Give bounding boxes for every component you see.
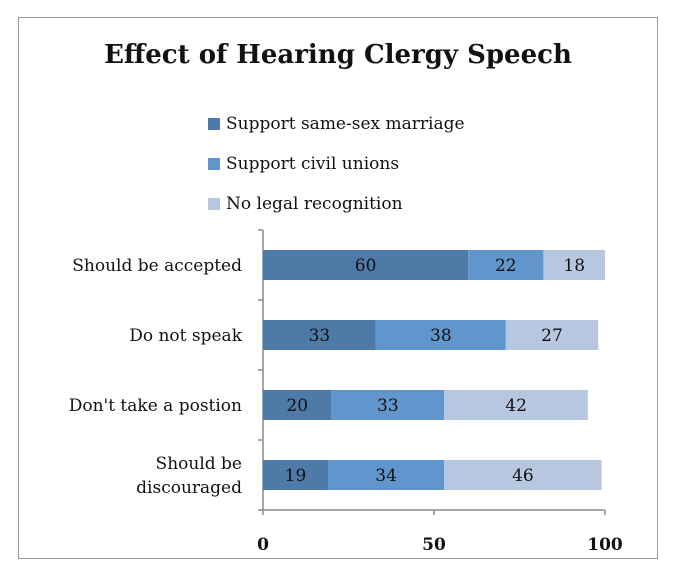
data-label: 33 xyxy=(377,396,399,416)
data-label: 33 xyxy=(309,326,331,346)
x-tick-label: 0 xyxy=(257,535,269,555)
bar-segment xyxy=(543,250,605,280)
legend-swatch xyxy=(208,158,220,170)
x-tick-label: 50 xyxy=(422,535,446,555)
chart-title: Effect of Hearing Clergy Speech xyxy=(104,40,572,70)
data-label: 19 xyxy=(285,466,307,486)
bar-segment xyxy=(263,390,332,420)
data-label: 18 xyxy=(563,256,585,276)
legend-swatch xyxy=(208,118,220,130)
legend-label: No legal recognition xyxy=(226,194,403,214)
category-label: Should be accepted xyxy=(72,256,242,276)
legend-label: Support civil unions xyxy=(226,154,400,174)
data-label: 22 xyxy=(495,256,517,276)
data-label: 20 xyxy=(286,396,308,416)
legend-item-same-sex-marriage: Support same-sex marriage xyxy=(208,104,465,144)
category-label: discouraged xyxy=(136,478,242,498)
data-label: 34 xyxy=(375,466,397,486)
bar-segment xyxy=(263,320,376,350)
category-label: Should be xyxy=(156,454,242,474)
data-label: 60 xyxy=(355,256,377,276)
x-tick-label: 100 xyxy=(587,535,623,555)
bar-segment xyxy=(263,250,469,280)
category-label: Do not speak xyxy=(129,326,242,346)
legend-item-civil-unions: Support civil unions xyxy=(208,144,465,184)
data-label: 42 xyxy=(505,396,527,416)
data-label: 46 xyxy=(512,466,534,486)
bar-segment xyxy=(444,390,588,420)
bar-segment xyxy=(444,460,602,490)
data-label: 27 xyxy=(541,326,563,346)
legend-swatch xyxy=(208,198,220,210)
legend-item-no-legal-recognition: No legal recognition xyxy=(208,184,465,224)
bar-segment xyxy=(375,320,506,350)
bar-segment xyxy=(327,460,445,490)
bar-segment xyxy=(468,250,544,280)
bar-segment xyxy=(263,460,328,490)
bar-segment xyxy=(505,320,599,350)
data-label: 38 xyxy=(430,326,452,346)
legend: Support same-sex marriage Support civil … xyxy=(208,104,465,224)
legend-label: Support same-sex marriage xyxy=(226,114,465,134)
bar-segment xyxy=(331,390,445,420)
category-label: Don't take a postion xyxy=(69,396,242,416)
